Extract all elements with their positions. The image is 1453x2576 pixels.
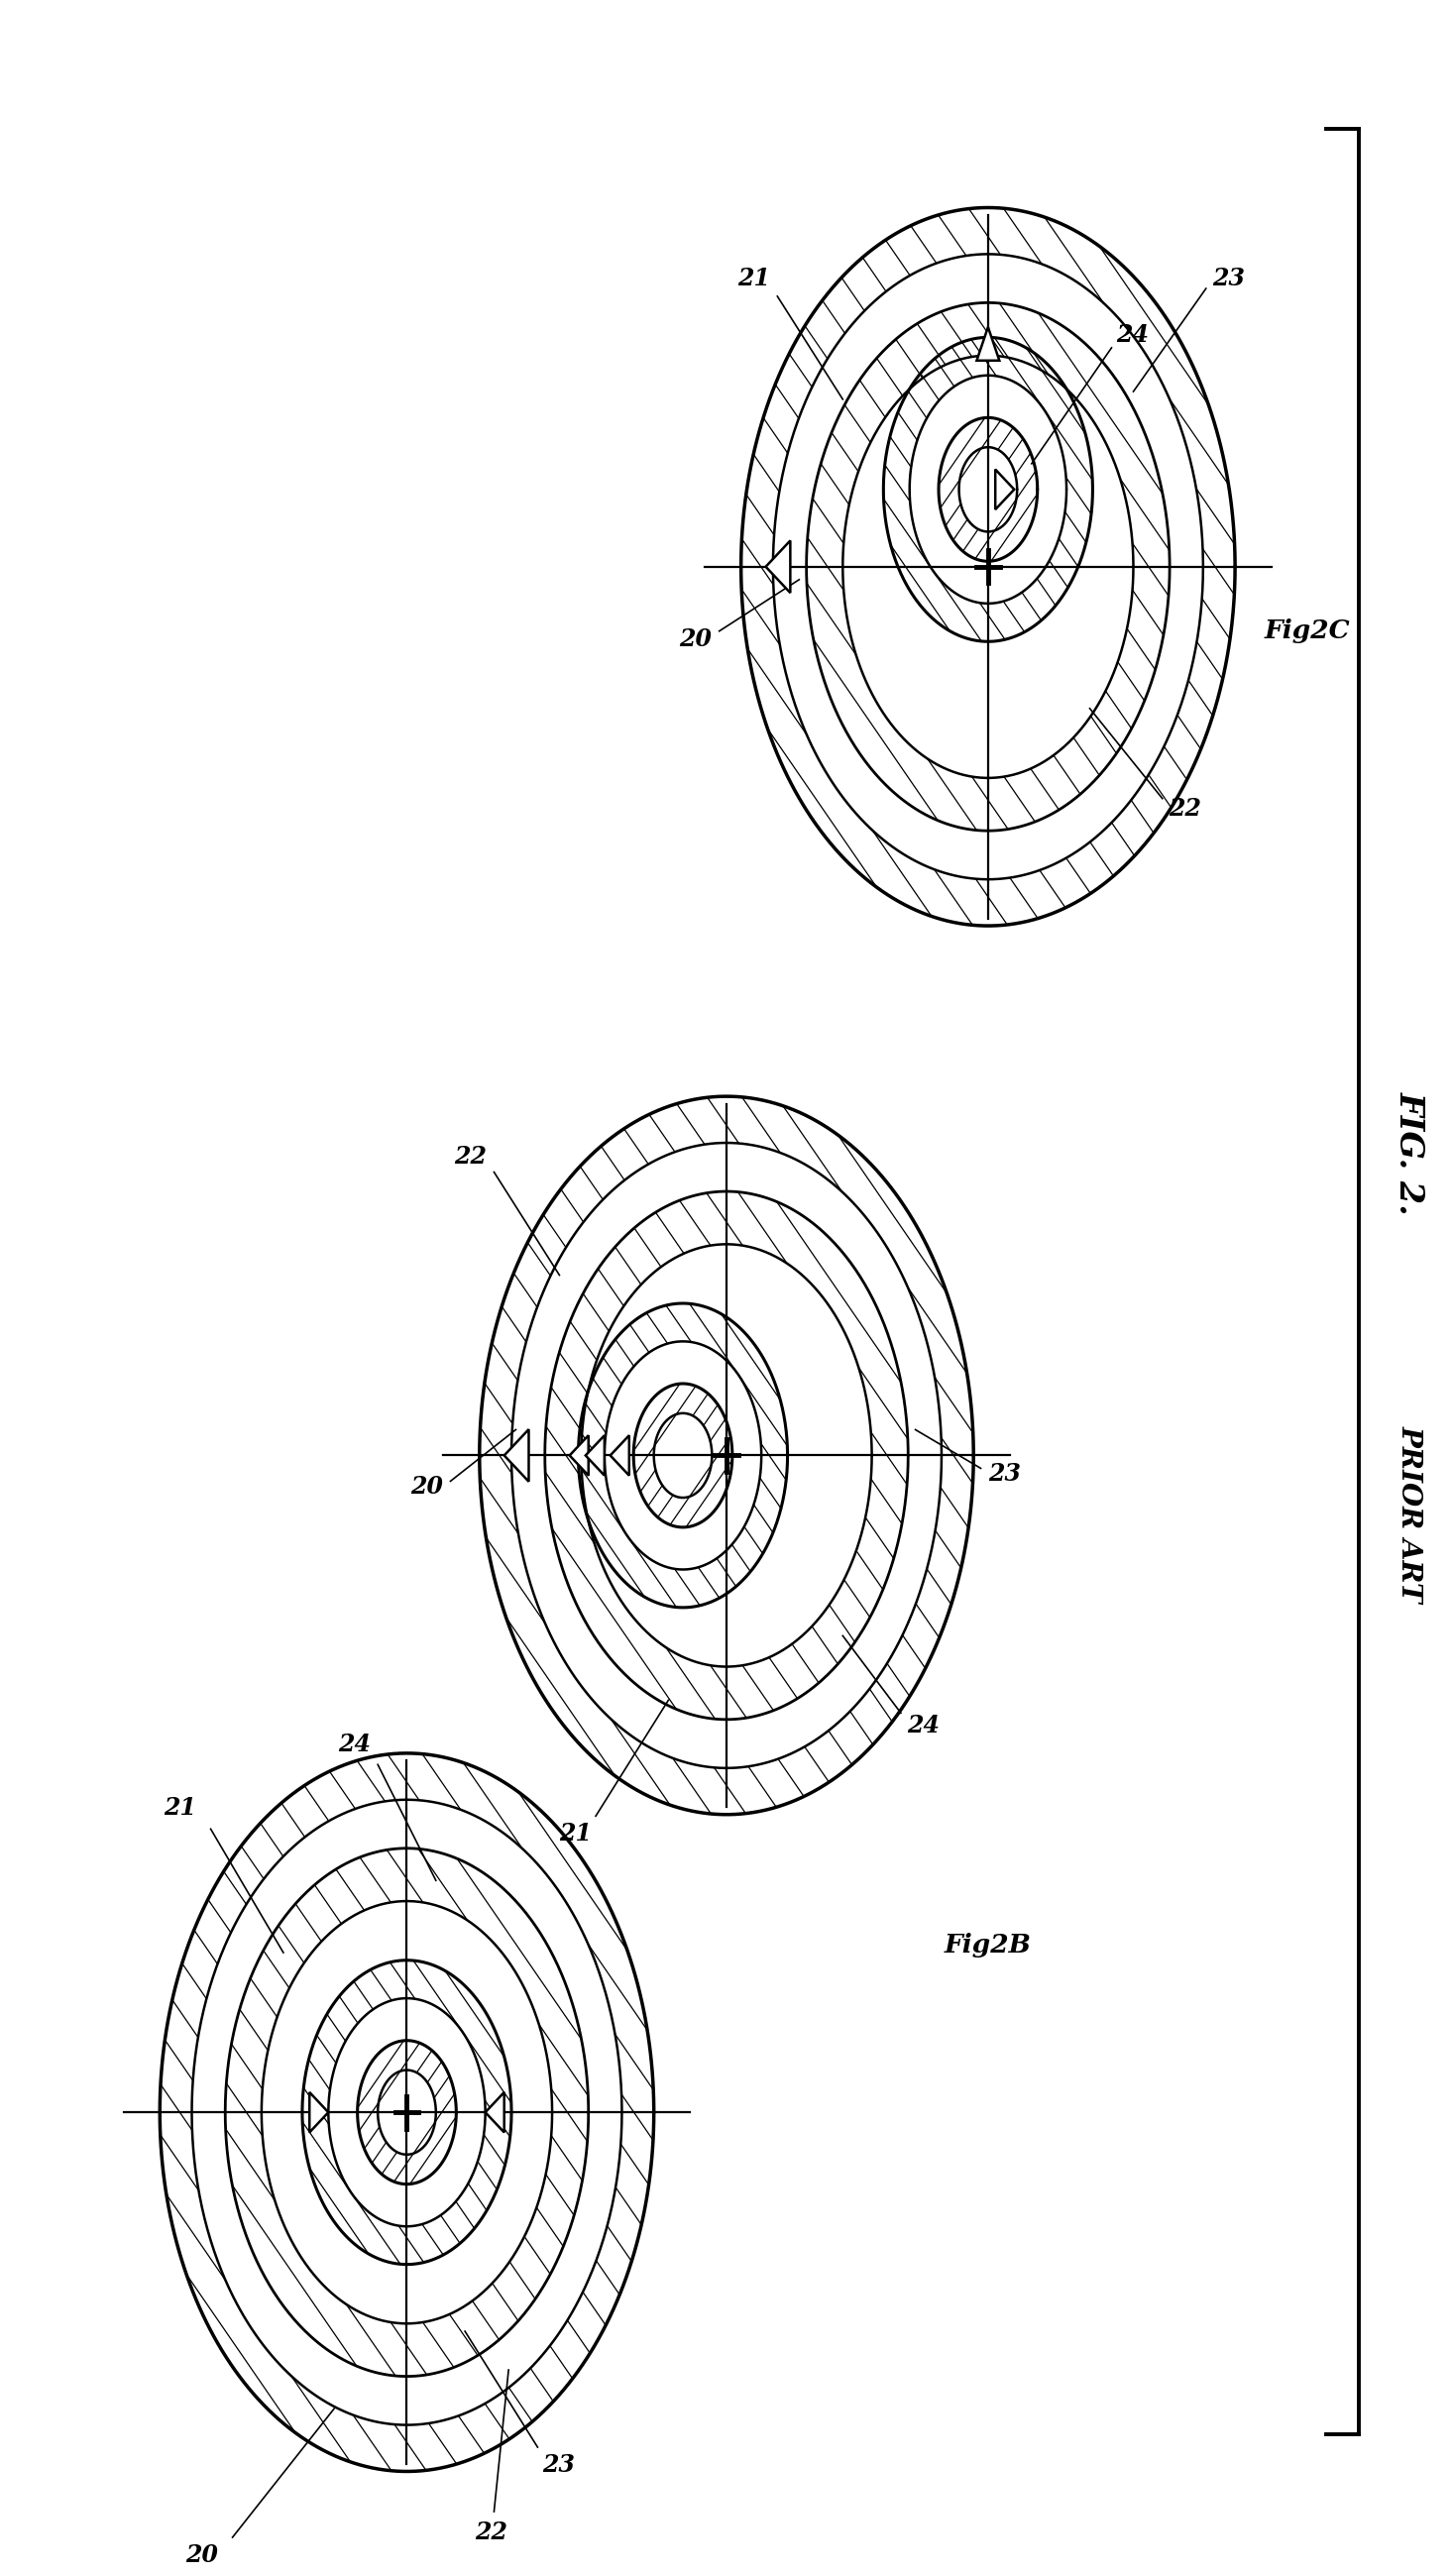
Text: 21: 21 [558,1821,591,1847]
Polygon shape [485,2092,504,2133]
Text: PRIOR ART: PRIOR ART [1396,1425,1422,1602]
Polygon shape [976,327,1000,361]
Text: 21: 21 [737,265,770,291]
Text: 22: 22 [475,2519,507,2545]
Text: Fig2B: Fig2B [944,1932,1032,1958]
Polygon shape [586,1435,604,1476]
Polygon shape [309,2092,328,2133]
Text: 24: 24 [337,1731,371,1757]
Polygon shape [610,1435,629,1476]
Text: 24: 24 [907,1713,940,1739]
Polygon shape [570,1435,588,1476]
Text: 20: 20 [679,626,712,652]
Polygon shape [995,469,1014,510]
Text: FIG. 2.: FIG. 2. [1393,1092,1425,1213]
Polygon shape [504,1430,529,1481]
Text: 24: 24 [1116,322,1149,348]
Text: 23: 23 [1212,265,1245,291]
Text: 20: 20 [410,1473,443,1499]
Text: 21: 21 [163,1795,196,1821]
Text: 23: 23 [542,2452,575,2478]
Text: 20: 20 [185,2543,218,2568]
Polygon shape [766,541,790,592]
Text: Fig2C: Fig2C [1264,618,1350,644]
Text: 22: 22 [1168,796,1202,822]
Text: 22: 22 [453,1144,487,1170]
Text: 23: 23 [988,1461,1021,1486]
